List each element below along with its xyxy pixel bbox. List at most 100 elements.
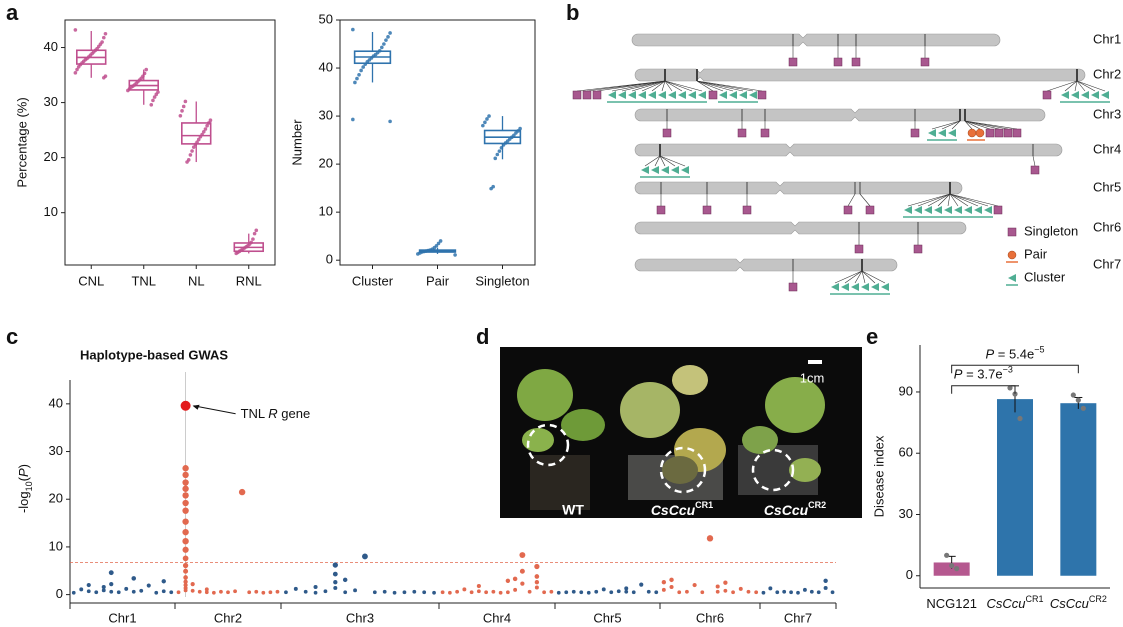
snp-point [498,590,503,595]
snp-point [455,589,460,594]
connector [696,80,714,92]
chromosome [634,108,1046,122]
p-value: P = 3.7e−3 [954,365,1013,382]
panel-label: c [6,324,18,349]
snp-point [101,584,106,590]
singleton-marker [993,205,1003,215]
snp-point [108,570,114,576]
connector [1032,155,1036,167]
data-point [386,35,390,39]
connector [659,155,686,167]
cluster-marker [1061,91,1069,99]
legend-label: Pair [1024,246,1048,261]
snp-point [238,488,246,496]
data-point [1075,397,1081,403]
chromosome-label: Chr6 [1093,219,1121,234]
snp-point [343,590,348,595]
snp-point [520,581,525,586]
snp-point [669,577,674,583]
cluster-marker [871,283,879,291]
y-tick-label: 10 [319,204,333,219]
connector [664,80,703,92]
cluster-marker [651,166,659,174]
data-point [152,95,157,99]
chart-title: Haplotype-based GWAS [80,347,228,362]
y-tick-label: 10 [44,204,58,219]
p-value-part: = 5.4e [994,347,1034,362]
snp-point [448,590,452,595]
snp-point [775,590,780,595]
pair-marker [967,128,977,138]
data-point [357,72,361,77]
snp-point [261,590,266,595]
connector [834,270,863,284]
snp-point [527,589,532,594]
snp-point [182,546,189,553]
p-value-part: −5 [1034,345,1044,355]
connector [964,120,991,130]
connector [1076,80,1106,92]
connector [651,80,666,92]
y-axis-label: Disease index [871,435,886,517]
connector [949,193,979,207]
snp-point [484,590,488,595]
snp-point [182,485,189,492]
data-point [438,239,443,243]
singleton-marker [656,205,666,215]
snp-point [182,538,189,545]
cluster-marker [719,91,727,99]
snp-point [579,590,584,595]
data-point [73,71,78,75]
connector [696,80,763,92]
singleton-marker [1042,90,1052,100]
y-tick-label: 50 [319,11,333,26]
photo-label: CsCcuCR2 [764,500,826,517]
connector [596,80,666,92]
connector [641,80,666,92]
data-point [1017,415,1023,422]
snp-point [154,590,159,595]
snp-point [571,589,576,594]
data-point [485,117,489,121]
chromosome-label: Chr3 [1093,106,1121,121]
snp-point [219,589,223,594]
data-point [208,118,213,123]
singleton-marker [910,128,920,138]
y-axis-label: -log10(P) [16,464,34,513]
cluster-marker [938,129,946,137]
snp-point [284,590,288,595]
y-tick-label: 40 [49,395,63,410]
snp-point [182,507,189,514]
data-point [388,31,392,35]
snp-point [183,575,188,580]
connector [664,80,683,92]
connector [1076,80,1096,92]
singleton-marker [1012,128,1022,138]
cluster-marker [641,166,649,174]
snp-point [169,590,174,595]
y-tick-label: 0 [906,567,913,582]
data-point [188,153,193,157]
singleton-marker [662,128,672,138]
chromosome-label: Chr4 [1093,141,1121,156]
data-point [1080,405,1086,411]
cluster-marker [954,206,962,214]
snp-point [124,586,129,591]
connector [644,155,661,167]
snp-point [677,590,682,595]
snp-point [146,583,151,588]
x-tick-label: Chr4 [483,610,511,625]
comparison-bracket [951,364,1079,374]
x-tick-label-sup: CR1 [1026,594,1044,604]
y-tick-label: 20 [319,156,333,171]
snp-point [513,587,518,592]
snp-point [440,590,445,595]
data-point [359,68,363,73]
snp-point [382,589,387,594]
snp-point [303,589,308,594]
data-point [382,42,386,46]
snp-point [182,465,189,472]
cluster-marker [974,206,982,214]
snp-point [594,589,599,594]
snp-point [139,588,144,593]
